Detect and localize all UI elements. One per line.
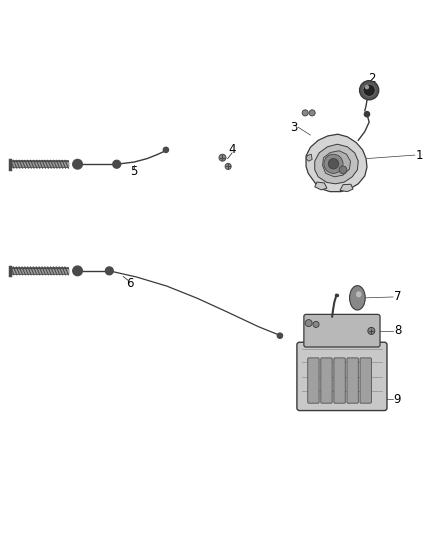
Circle shape [73,266,82,276]
FancyBboxPatch shape [304,314,380,347]
Circle shape [73,159,82,169]
Circle shape [324,154,343,173]
Circle shape [360,80,379,100]
Ellipse shape [350,286,365,310]
Text: 2: 2 [368,72,376,85]
Circle shape [368,327,375,334]
Circle shape [309,110,315,116]
Polygon shape [315,144,358,184]
Text: 4: 4 [228,143,236,156]
Circle shape [328,158,339,169]
Circle shape [302,110,308,116]
Circle shape [313,321,319,327]
Circle shape [219,154,226,161]
Polygon shape [322,151,350,177]
Polygon shape [306,134,367,192]
Circle shape [163,147,169,152]
FancyBboxPatch shape [321,358,332,403]
FancyBboxPatch shape [308,358,319,403]
Text: 1: 1 [416,149,423,161]
Circle shape [305,320,312,327]
Circle shape [364,111,370,117]
Ellipse shape [356,292,361,297]
FancyBboxPatch shape [360,358,371,403]
Circle shape [363,84,375,96]
Text: 8: 8 [394,325,401,337]
Text: 5: 5 [131,165,138,178]
Polygon shape [306,154,312,161]
Polygon shape [315,182,327,190]
Text: 6: 6 [126,277,134,290]
Polygon shape [340,184,353,192]
FancyBboxPatch shape [347,358,358,403]
Text: 7: 7 [394,290,401,303]
Text: 3: 3 [290,121,297,134]
Circle shape [277,333,283,338]
Circle shape [113,160,120,168]
Circle shape [225,163,231,169]
Text: 9: 9 [394,393,401,406]
Circle shape [365,85,369,90]
FancyBboxPatch shape [297,342,387,410]
Circle shape [339,166,347,174]
Circle shape [106,267,113,275]
FancyBboxPatch shape [334,358,345,403]
